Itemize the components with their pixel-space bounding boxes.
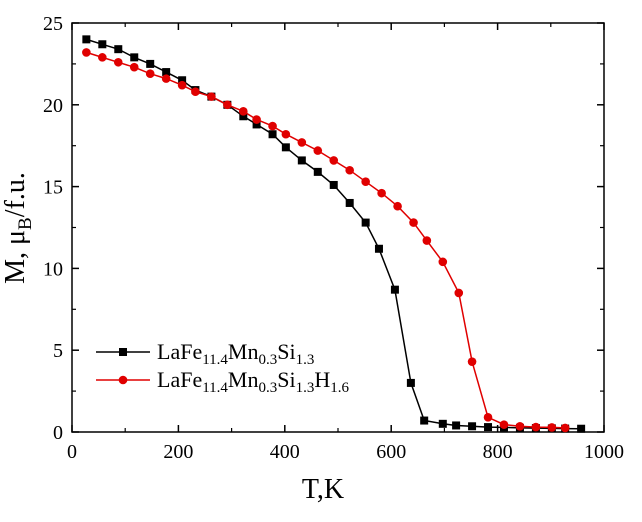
plot-frame [71, 22, 605, 433]
series-1-point-21 [409, 218, 418, 227]
series-1-point-20 [393, 201, 402, 211]
series-1-point-2 [113, 57, 123, 67]
series-1-point-25 [467, 357, 477, 366]
series-1-point-17 [345, 165, 355, 175]
series-1-point-8 [207, 92, 216, 101]
y-axis-title-tail: /f.u. [0, 172, 31, 217]
series-0-point-26 [484, 423, 493, 432]
series-0-point-17 [345, 198, 354, 207]
series-1-point-15 [313, 146, 323, 155]
series-0-point-20 [390, 285, 399, 294]
series-0-point-6 [178, 76, 187, 85]
series-1-point-1 [98, 53, 107, 62]
x-tick-label-5: 1000 [584, 441, 624, 463]
legend-label-1-part-6: H [314, 367, 330, 392]
series-1-point-12 [268, 121, 277, 131]
series-1-point-11 [252, 115, 261, 124]
series-1-point-22 [422, 236, 432, 245]
y-tick-label-1: 5 [53, 340, 63, 362]
series-1-point-14 [297, 138, 307, 147]
y-tick-label-3: 15 [43, 177, 63, 199]
legend-label-0-part-1: 11.4 [202, 352, 228, 368]
series-layer [82, 35, 586, 433]
legend-label-1-part-0: LaFe [157, 367, 202, 392]
legend-label-1-part-5: 1.3 [296, 380, 315, 396]
y-axis-title-base: M, μ [0, 230, 31, 284]
legend-label-0: LaFe11.4Mn0.3Si1.3 [157, 339, 314, 368]
series-0-point-13 [281, 143, 290, 152]
series-1-point-16 [329, 156, 339, 165]
x-tick-label-3: 600 [376, 441, 406, 463]
series-0-point-3 [130, 53, 139, 62]
series-0-point-19 [374, 244, 383, 253]
x-axis-title: T,K [302, 474, 344, 505]
y-tick-label-2: 10 [43, 258, 63, 280]
legend-label-1-part-4: Si [277, 367, 295, 392]
y-axis-title: M, μB/f.u. [0, 172, 36, 284]
legend-label-0-part-2: Mn [228, 339, 259, 364]
legend-label-1-part-3: 0.3 [258, 380, 277, 396]
x-tick-label-1: 200 [163, 441, 193, 463]
series-1-point-3 [129, 62, 139, 72]
series-1-point-13 [281, 129, 291, 139]
series-0-point-12 [268, 130, 277, 139]
series-1-point-28 [515, 421, 525, 431]
legend-label-0-part-3: 0.3 [258, 352, 277, 368]
series-1-point-24 [454, 288, 464, 298]
legend-marker-1 [118, 375, 128, 385]
series-0-point-2 [114, 45, 123, 54]
legend-label-0-part-4: Si [277, 339, 295, 364]
series-1 [82, 48, 570, 433]
series-0-point-5 [162, 68, 171, 77]
y-tick-label-4: 20 [43, 95, 63, 117]
series-1-point-30 [547, 423, 557, 432]
series-0-point-23 [438, 419, 447, 428]
x-tick-label-2: 400 [270, 441, 300, 463]
series-0-point-4 [146, 59, 155, 68]
axis-ticks: 0 200 400 600 800 1000 0 5 10 15 20 25 [43, 13, 624, 463]
series-0-point-16 [329, 180, 338, 189]
series-0-point-22 [420, 416, 429, 425]
series-1-point-19 [377, 188, 386, 198]
y-tick-label-5: 25 [43, 13, 63, 35]
series-1-point-26 [483, 412, 493, 422]
series-0-point-25 [468, 422, 477, 431]
series-0-point-18 [361, 218, 370, 227]
legend-label-0-part-5: 1.3 [296, 352, 315, 368]
series-1-point-29 [531, 422, 541, 432]
y-axis-title-sub: B [15, 217, 36, 230]
legend-label-1: LaFe11.4Mn0.3Si1.3H1.6 [157, 367, 349, 396]
x-tick-label-4: 800 [483, 441, 513, 463]
legend-label-0-part-0: LaFe [157, 339, 202, 364]
series-1-point-23 [438, 257, 448, 267]
legend-label-1-part-1: 11.4 [202, 380, 228, 396]
series-0-point-32 [577, 424, 586, 433]
series-0-point-0 [82, 35, 91, 44]
legend-marker-0 [119, 348, 127, 356]
series-1-point-9 [223, 100, 232, 110]
series-1-point-27 [499, 420, 509, 429]
y-tick-label-0: 0 [53, 422, 63, 444]
series-1-point-4 [145, 69, 155, 79]
legend-label-1-part-7: 1.6 [330, 380, 349, 396]
series-0-point-24 [452, 421, 461, 430]
series-1-point-31 [560, 423, 570, 433]
series-0-point-14 [297, 156, 306, 165]
series-1-point-10 [239, 107, 248, 116]
series-0-point-1 [98, 40, 107, 49]
x-tick-label-0: 0 [67, 441, 77, 463]
legend-label-1-part-2: Mn [228, 367, 259, 392]
series-0-point-21 [406, 378, 415, 387]
series-0-point-10 [239, 112, 248, 121]
series-1-point-5 [161, 74, 171, 83]
series-0-point-15 [313, 167, 322, 176]
series-1-point-0 [82, 48, 91, 57]
series-1-point-6 [177, 80, 187, 90]
series-0-point-11 [252, 120, 261, 129]
series-1-point-7 [191, 87, 200, 97]
series-1-point-18 [361, 177, 370, 186]
